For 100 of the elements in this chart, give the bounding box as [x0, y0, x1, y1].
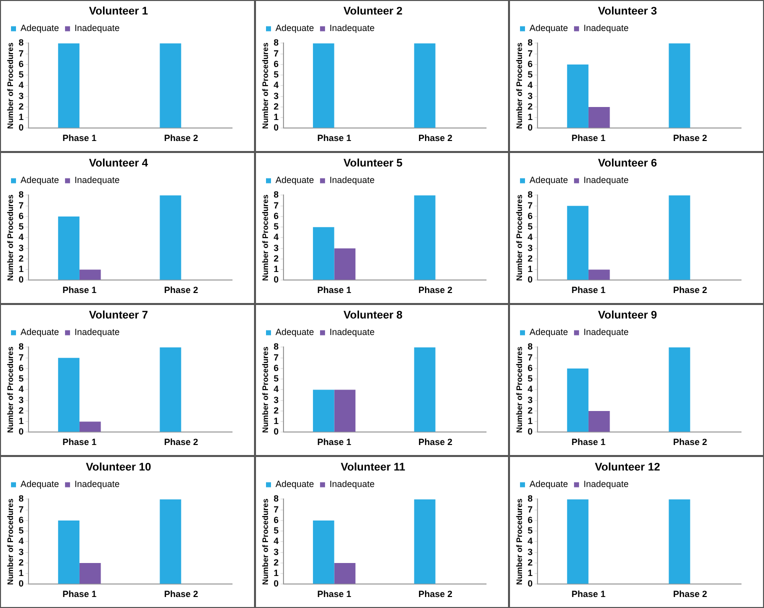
bar: [160, 347, 182, 432]
x-tick-label: Phase 1: [571, 285, 606, 296]
y-tick-label: 0: [528, 426, 533, 437]
y-tick-label: 4: [528, 232, 533, 242]
chart-title: Volunteer 10: [86, 462, 152, 474]
x-tick-label: Phase 1: [317, 285, 352, 296]
y-tick-label: 7: [274, 352, 279, 362]
chart-title: Volunteer 2: [343, 6, 403, 18]
legend-label: Inadequate: [330, 175, 375, 186]
bar: [312, 520, 334, 584]
y-tick-label: 3: [18, 242, 24, 253]
legend-label: Inadequate: [74, 23, 120, 34]
x-tick-label: Phase 1: [317, 437, 352, 448]
y-axis-title: Number of Procedures: [261, 498, 270, 585]
bar: [160, 195, 182, 280]
legend-label: Inadequate: [74, 479, 120, 490]
chart-title: Volunteer 7: [88, 310, 148, 322]
y-tick-label: 0: [18, 426, 24, 437]
y-tick-label: 5: [18, 70, 24, 80]
y-tick-label: 6: [274, 514, 279, 525]
y-tick-label: 2: [528, 405, 533, 416]
legend-label: Adequate: [276, 175, 314, 186]
legend-label: Adequate: [530, 175, 568, 186]
y-tick-label: 7: [18, 200, 24, 210]
y-tick-label: 2: [528, 557, 533, 568]
y-tick-label: 2: [528, 253, 533, 264]
x-tick-label: Phase 2: [673, 133, 708, 144]
x-tick-label: Phase 2: [164, 437, 198, 448]
y-axis-title: Number of Procedures: [6, 42, 16, 129]
bar: [58, 358, 80, 432]
y-tick-label: 6: [528, 58, 533, 69]
y-tick-label: 8: [274, 342, 279, 352]
bar: [312, 227, 334, 280]
bar: [668, 347, 690, 432]
y-tick-label: 6: [528, 210, 533, 221]
y-tick-label: 6: [18, 514, 24, 525]
y-tick-label: 5: [274, 222, 279, 232]
y-axis-title: Number of Procedures: [261, 194, 270, 281]
y-tick-label: 0: [18, 578, 24, 589]
y-tick-label: 6: [274, 362, 279, 373]
legend-label: Adequate: [20, 175, 60, 186]
y-axis-title: Number of Procedures: [261, 42, 270, 129]
y-tick-label: 2: [274, 101, 279, 112]
chart-title: Volunteer 11: [340, 462, 406, 474]
y-tick-label: 7: [274, 48, 279, 58]
x-tick-label: Phase 2: [673, 437, 708, 448]
legend-label: Adequate: [530, 23, 568, 34]
y-tick-label: 2: [274, 253, 279, 264]
bar: [79, 422, 101, 432]
x-tick-label: Phase 2: [418, 437, 452, 448]
bar: [588, 270, 610, 280]
y-tick-label: 4: [18, 384, 24, 394]
y-tick-label: 3: [18, 90, 24, 101]
y-tick-label: 2: [18, 253, 24, 264]
y-tick-label: 6: [274, 58, 279, 69]
y-tick-label: 4: [528, 384, 533, 394]
legend-label: Inadequate: [584, 23, 629, 34]
y-tick-label: 5: [274, 374, 279, 384]
x-tick-label: Phase 2: [418, 589, 452, 600]
x-tick-label: Phase 2: [673, 285, 708, 296]
legend-label: Inadequate: [330, 479, 375, 490]
y-tick-label: 3: [274, 394, 279, 405]
y-tick-label: 6: [18, 210, 24, 221]
y-tick-label: 8: [18, 190, 24, 200]
y-tick-label: 3: [528, 394, 533, 405]
bar: [414, 499, 436, 584]
y-tick-label: 8: [274, 190, 279, 200]
chart-title: Volunteer 9: [598, 310, 658, 322]
y-tick-label: 0: [274, 578, 279, 589]
y-tick-label: 4: [528, 80, 533, 90]
y-tick-label: 2: [18, 405, 24, 416]
legend-label: Adequate: [530, 479, 568, 490]
y-tick-label: 1: [18, 264, 24, 274]
y-tick-label: 8: [528, 494, 533, 504]
y-tick-label: 3: [528, 242, 533, 253]
legend-label: Adequate: [20, 23, 60, 34]
y-tick-label: 0: [18, 122, 24, 133]
y-tick-label: 5: [18, 374, 24, 384]
y-tick-label: 3: [528, 90, 533, 101]
bar: [160, 499, 182, 584]
y-tick-label: 5: [528, 70, 533, 80]
legend-label: Inadequate: [74, 327, 120, 338]
y-tick-label: 0: [18, 274, 24, 285]
y-axis-title: Number of Procedures: [6, 346, 16, 433]
y-tick-label: 1: [528, 112, 533, 122]
y-tick-label: 6: [528, 514, 533, 525]
y-tick-label: 1: [274, 112, 279, 122]
legend-label: Adequate: [20, 479, 60, 490]
y-tick-label: 6: [18, 58, 24, 69]
y-tick-label: 8: [18, 342, 24, 352]
y-tick-label: 5: [528, 374, 533, 384]
y-tick-label: 7: [18, 352, 24, 362]
bar: [567, 64, 588, 128]
y-axis-title: Number of Procedures: [6, 498, 16, 585]
x-tick-label: Phase 1: [317, 589, 352, 600]
y-tick-label: 5: [528, 526, 533, 536]
y-axis-title: Number of Procedures: [6, 194, 16, 281]
y-tick-label: 3: [274, 242, 279, 253]
chart-title: Volunteer 5: [343, 158, 403, 170]
y-tick-label: 6: [274, 210, 279, 221]
